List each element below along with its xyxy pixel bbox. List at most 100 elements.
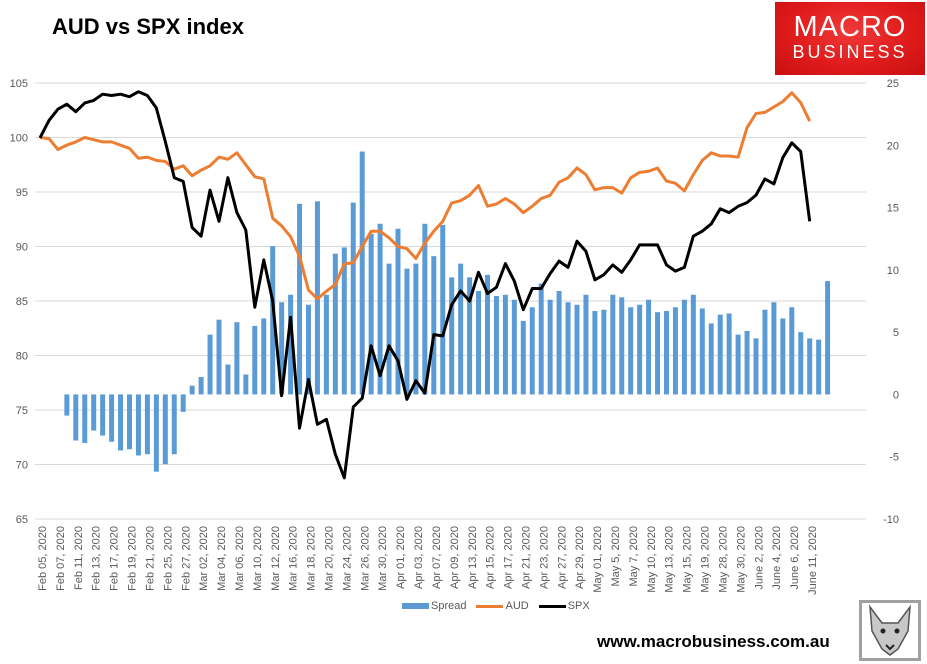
x-axis-tick-label: May 13, 2020 (664, 526, 676, 593)
x-axis-tick-label: Apr 01, 2020 (395, 526, 407, 589)
spread-bar (485, 274, 490, 395)
x-axis-tick-label: Apr 07, 2020 (431, 526, 443, 589)
x-axis-tick-label: Apr 21, 2020 (521, 526, 533, 589)
right-axis-tick-label: -5 (889, 452, 899, 464)
spread-bar (395, 228, 401, 395)
spread-bar (547, 299, 553, 395)
spread-bar (646, 299, 652, 395)
right-axis-tick-label: 15 (887, 203, 899, 215)
right-axis-tick-label: 10 (887, 265, 899, 277)
spread-bar (73, 394, 79, 441)
spread-bar (127, 394, 132, 450)
x-axis-tick-label: May 5, 2020 (610, 526, 622, 587)
macrobusiness-logo: MACRO BUSINESS (775, 2, 925, 75)
spread-bar (413, 263, 419, 395)
x-axis-tick-label: May 30, 2020 (735, 526, 747, 593)
right-axis-tick-label: 0 (893, 389, 899, 401)
x-axis-tick-label: Feb 27, 2020 (180, 526, 192, 591)
x-axis-tick-label: Apr 23, 2020 (538, 526, 550, 589)
spread-bar (332, 253, 338, 395)
left-axis-tick-label: 105 (10, 78, 28, 90)
spread-bar (619, 297, 625, 395)
x-axis-tick-label: Mar 12, 2020 (270, 526, 282, 591)
spread-bar (467, 277, 473, 395)
left-axis-tick-label: 65 (16, 514, 28, 526)
chart-title: AUD vs SPX index (52, 14, 244, 39)
spread-bar (404, 268, 410, 395)
spx-line (38, 90, 812, 480)
x-axis-tick-label: Apr 29, 2020 (574, 526, 586, 589)
x-axis-tick-label: Feb 21, 2020 (144, 526, 156, 591)
spread-bar (771, 302, 777, 395)
spread-bar (637, 304, 643, 395)
left-axis-tick-label: 80 (16, 351, 28, 363)
spread-bar (511, 299, 517, 395)
x-axis-tick-label: June 2, 2020 (753, 526, 765, 590)
spread-bar (100, 394, 106, 436)
x-axis-tick-label: Mar 30, 2020 (377, 526, 389, 591)
legend-spread: Spread (402, 600, 466, 612)
x-axis-tick-label: May 28, 2020 (718, 526, 730, 593)
x-axis-tick-label: Apr 13, 2020 (467, 526, 479, 589)
right-axis-tick-label: -10 (883, 514, 899, 526)
x-axis-tick-label: Apr 15, 2020 (485, 526, 497, 589)
spread-bar (592, 310, 598, 395)
spread-bar (118, 394, 124, 451)
spread-bar (789, 307, 795, 395)
legend-swatch-aud (476, 604, 504, 608)
logo-line1: MACRO (793, 11, 907, 43)
spread-bar (565, 302, 571, 395)
x-axis-tick-label: Apr 17, 2020 (503, 526, 515, 589)
x-axis-tick-label: Apr 27, 2020 (556, 526, 568, 589)
x-axis-tick-label: Apr 09, 2020 (449, 526, 461, 589)
x-axis-tick-label: Mar 24, 2020 (341, 526, 353, 591)
right-axis-tick-label: 5 (893, 327, 899, 339)
spread-bar (386, 263, 392, 395)
spread-bar (735, 334, 741, 395)
x-axis-tick-label: Feb 25, 2020 (162, 526, 174, 591)
spread-bar (207, 334, 213, 395)
fox-logo-image (859, 600, 921, 661)
x-axis-tick-label: Feb 19, 2020 (127, 526, 139, 591)
spread-bar (377, 223, 383, 395)
spread-bar (350, 202, 356, 395)
spread-bar (431, 256, 437, 395)
spread-bar (681, 299, 687, 395)
spread-bar (225, 364, 231, 395)
spread-bar (520, 320, 526, 395)
spread-bar (252, 325, 258, 395)
spread-bar (288, 294, 294, 395)
spread-bar (449, 277, 455, 395)
spread-bar (610, 294, 616, 395)
spread-bar (672, 307, 678, 395)
legend-label: Spread (431, 600, 467, 612)
spread-bar (153, 394, 159, 472)
x-axis-tick-label: May 01, 2020 (592, 526, 604, 593)
spread-bar (574, 304, 580, 395)
x-axis-tick-label: June 6, 2020 (789, 526, 801, 590)
spread-bar (422, 223, 428, 395)
x-axis-tick-label: June 11, 2020 (807, 526, 819, 595)
spread-bar (279, 302, 285, 395)
spread-bar (762, 309, 768, 395)
spread-bar (243, 374, 249, 395)
aud-line (39, 91, 812, 301)
x-axis-tick-label: Feb 07, 2020 (55, 526, 67, 591)
spread-bar (655, 312, 661, 395)
spread-bar (82, 394, 88, 444)
spread-bar (807, 338, 813, 395)
legend-swatch-spx (538, 604, 566, 608)
spread-bar (726, 313, 732, 395)
legend-aud: AUD (476, 600, 529, 612)
spread-bar (744, 330, 750, 395)
spread-bar (306, 304, 311, 395)
spread-bar (216, 319, 222, 395)
spread-bar (708, 323, 714, 395)
spread-bar (359, 151, 365, 395)
spread-bar (297, 203, 303, 395)
spread-bar (180, 394, 186, 412)
legend-swatch-spread (402, 603, 429, 609)
spread-bar (529, 307, 535, 395)
left-axis-tick-label: 95 (16, 187, 28, 199)
